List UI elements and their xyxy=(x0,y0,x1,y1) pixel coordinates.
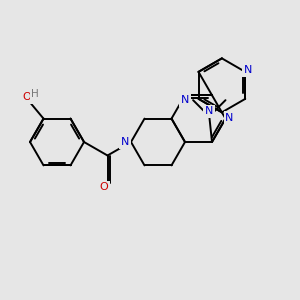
Text: N: N xyxy=(181,95,189,105)
Text: N: N xyxy=(244,65,253,75)
Text: N: N xyxy=(205,106,214,116)
Text: N: N xyxy=(121,137,129,147)
Text: H: H xyxy=(31,89,39,99)
Text: N: N xyxy=(225,112,234,123)
Text: O: O xyxy=(22,92,32,102)
Text: O: O xyxy=(99,182,108,193)
